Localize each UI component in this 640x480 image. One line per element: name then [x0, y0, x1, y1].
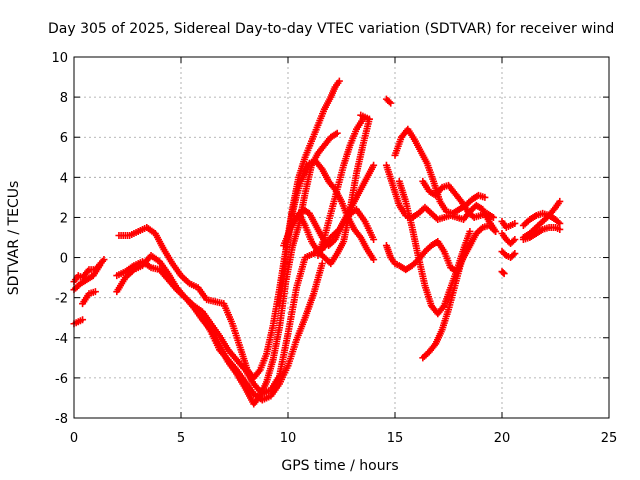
series-arc-23 — [498, 229, 519, 248]
data-point — [499, 269, 507, 277]
series-arc-20 — [419, 242, 472, 362]
x-tick-label: 25 — [601, 431, 618, 446]
series-arc-3 — [70, 262, 104, 294]
data-points — [70, 77, 564, 408]
x-axis-label: GPS time / hours — [281, 458, 398, 474]
data-point — [318, 260, 326, 268]
series-arc-12 — [314, 115, 367, 260]
chart-title: Day 305 of 2025, Sidereal Day-to-day VTE… — [48, 21, 614, 37]
data-point — [464, 242, 472, 250]
y-tick-label: 4 — [60, 171, 68, 186]
y-tick-label: 8 — [60, 91, 68, 106]
y-tick-label: 10 — [51, 51, 68, 66]
y-tick-label: 0 — [60, 252, 68, 267]
y-tick-label: 6 — [60, 131, 68, 146]
data-point — [370, 236, 378, 244]
data-point — [509, 237, 517, 245]
series-arc-21 — [498, 217, 519, 231]
data-point — [511, 250, 519, 258]
y-tick-label: -2 — [55, 292, 68, 307]
data-point — [365, 115, 373, 123]
series-arc-18 — [395, 177, 474, 318]
series-arc-17 — [391, 125, 489, 217]
data-point — [511, 236, 519, 244]
series-arc-15 — [382, 221, 500, 276]
series-arc-2 — [70, 316, 87, 328]
data-point — [556, 197, 564, 205]
x-tick-label: 20 — [494, 431, 511, 446]
data-point — [509, 251, 517, 259]
plot-frame — [73, 56, 610, 419]
series-arc-19 — [419, 177, 497, 221]
series-arc-14 — [382, 95, 395, 107]
x-tick-label: 10 — [280, 431, 297, 446]
data-point — [501, 250, 509, 258]
data-point — [492, 227, 500, 235]
data-point — [91, 288, 99, 296]
axis-ticks: 0 5 10 15 20 25 -8 -6 -4 -2 0 2 4 6 8 10 — [51, 51, 617, 446]
data-point — [333, 129, 341, 137]
series-arc-9 — [275, 157, 378, 310]
data-point — [385, 98, 393, 106]
data-point — [79, 316, 87, 324]
series-arc-25 — [519, 197, 564, 241]
series-arc-27 — [519, 223, 564, 244]
data-point — [387, 99, 395, 107]
x-tick-label: 5 — [177, 431, 185, 446]
y-axis-label: SDTVAR / TECUs — [6, 181, 22, 296]
series-arc-22 — [498, 248, 519, 262]
series-arc-8 — [198, 260, 326, 404]
y-tick-label: -4 — [55, 332, 68, 347]
data-point — [335, 77, 343, 85]
series-arc-4 — [79, 288, 99, 308]
series-arc-24 — [498, 268, 508, 278]
data-point — [370, 256, 378, 264]
series-arc-26 — [519, 209, 564, 229]
data-point — [489, 213, 497, 221]
grid — [74, 57, 609, 418]
data-point — [100, 256, 108, 264]
data-point — [556, 225, 564, 233]
x-tick-label: 0 — [70, 431, 78, 446]
x-tick-label: 15 — [387, 431, 404, 446]
y-tick-label: -6 — [55, 372, 68, 387]
series-arc-7 — [113, 205, 378, 398]
series-arc-13 — [357, 111, 373, 123]
data-point — [466, 227, 474, 235]
y-tick-label: 2 — [60, 211, 68, 226]
data-point — [511, 219, 519, 227]
data-point — [556, 219, 564, 227]
data-point — [481, 193, 489, 201]
data-point — [554, 218, 562, 226]
data-point — [500, 270, 508, 278]
data-point — [96, 262, 104, 270]
y-tick-label: -8 — [55, 412, 68, 427]
data-point — [370, 161, 378, 169]
